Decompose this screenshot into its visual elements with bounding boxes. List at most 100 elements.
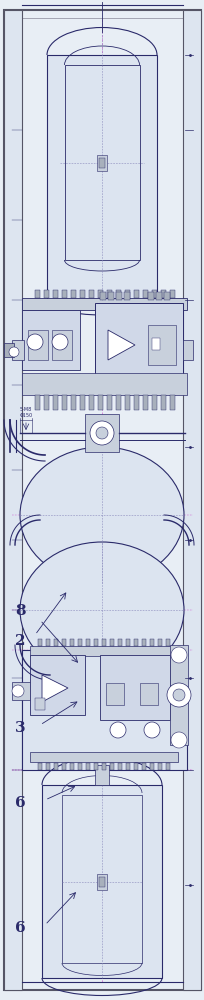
Bar xyxy=(78,639,82,646)
Bar xyxy=(22,373,186,395)
Bar xyxy=(99,877,104,887)
Bar xyxy=(4,343,14,357)
Bar xyxy=(38,763,42,770)
Bar xyxy=(125,763,129,770)
Bar xyxy=(151,338,159,350)
Bar xyxy=(157,639,161,646)
Bar xyxy=(124,395,129,410)
Bar xyxy=(115,395,120,410)
Text: Φ150: Φ150 xyxy=(19,413,32,418)
Bar xyxy=(22,650,186,770)
Bar xyxy=(54,763,58,770)
Bar xyxy=(4,10,22,990)
Circle shape xyxy=(95,427,108,439)
Bar xyxy=(133,395,138,410)
Bar xyxy=(105,683,123,705)
Bar xyxy=(139,683,157,705)
Bar xyxy=(52,330,72,360)
Bar xyxy=(94,303,182,385)
Bar xyxy=(44,395,49,410)
Bar xyxy=(22,310,80,370)
Bar xyxy=(106,395,111,410)
Bar xyxy=(30,646,177,656)
Circle shape xyxy=(9,347,19,357)
Bar xyxy=(163,292,169,300)
Bar xyxy=(123,292,129,300)
Bar xyxy=(53,395,58,410)
Bar xyxy=(53,290,58,298)
Text: 5-M8: 5-M8 xyxy=(20,407,32,412)
Bar xyxy=(80,290,85,298)
Bar xyxy=(165,763,169,770)
Bar xyxy=(94,639,98,646)
Bar xyxy=(38,639,42,646)
Circle shape xyxy=(170,647,186,663)
Bar xyxy=(169,645,187,745)
Text: 6: 6 xyxy=(15,796,26,810)
Bar xyxy=(70,763,74,770)
Bar xyxy=(71,290,76,298)
Bar xyxy=(141,639,145,646)
Circle shape xyxy=(172,689,184,701)
Bar xyxy=(78,763,82,770)
Bar xyxy=(12,18,192,982)
Bar xyxy=(44,290,49,298)
Circle shape xyxy=(143,722,159,738)
Bar xyxy=(100,292,105,300)
Bar xyxy=(182,340,192,360)
Circle shape xyxy=(52,334,68,350)
Bar xyxy=(102,639,105,646)
Bar xyxy=(147,325,175,365)
Bar xyxy=(160,395,165,410)
Bar xyxy=(54,639,58,646)
Bar xyxy=(151,290,156,298)
Bar xyxy=(62,639,66,646)
Bar xyxy=(118,763,121,770)
Bar xyxy=(22,298,186,310)
Bar xyxy=(110,639,113,646)
Bar xyxy=(46,763,50,770)
Bar xyxy=(182,10,200,990)
Bar xyxy=(86,639,90,646)
Bar xyxy=(35,290,40,298)
Text: 6: 6 xyxy=(15,921,26,935)
Polygon shape xyxy=(42,675,68,702)
Bar xyxy=(115,292,121,300)
Bar xyxy=(62,763,66,770)
Bar xyxy=(62,795,141,963)
Bar xyxy=(141,763,145,770)
Bar xyxy=(133,639,137,646)
Circle shape xyxy=(170,732,186,748)
Bar xyxy=(94,763,98,770)
Bar xyxy=(35,698,45,710)
Text: 8: 8 xyxy=(15,604,26,618)
Bar xyxy=(96,155,106,171)
Bar xyxy=(86,763,90,770)
Bar xyxy=(12,340,24,360)
Bar xyxy=(149,639,153,646)
Bar xyxy=(155,292,161,300)
Bar xyxy=(46,639,50,646)
Bar xyxy=(62,395,67,410)
Bar xyxy=(160,290,165,298)
Bar xyxy=(124,290,129,298)
Bar xyxy=(118,639,121,646)
Bar xyxy=(94,765,109,785)
Bar xyxy=(151,395,156,410)
Bar xyxy=(157,763,161,770)
Circle shape xyxy=(90,421,113,445)
Bar xyxy=(108,292,113,300)
Bar xyxy=(169,290,174,298)
Bar xyxy=(149,763,153,770)
Bar xyxy=(110,763,113,770)
Circle shape xyxy=(12,685,24,697)
Bar xyxy=(35,395,40,410)
Bar xyxy=(89,290,94,298)
Bar xyxy=(70,639,74,646)
Bar xyxy=(85,414,118,452)
Bar xyxy=(165,639,169,646)
Bar xyxy=(142,395,147,410)
Circle shape xyxy=(110,722,125,738)
Bar xyxy=(99,158,104,168)
Ellipse shape xyxy=(20,447,183,583)
